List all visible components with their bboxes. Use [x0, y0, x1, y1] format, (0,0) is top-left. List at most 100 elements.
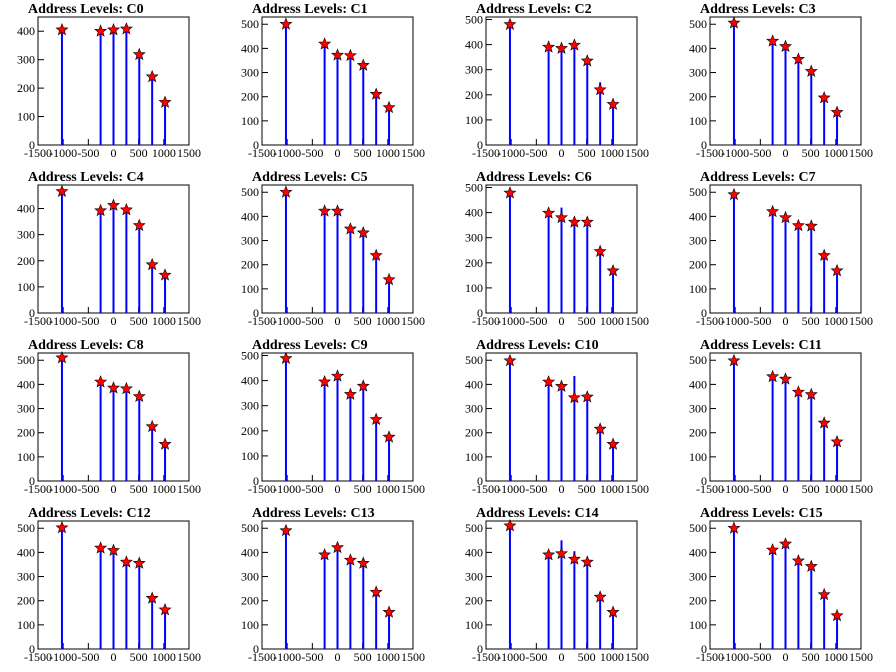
x-tick-label: 1500: [401, 146, 425, 160]
x-tick-label: 1000: [824, 650, 848, 664]
level-star-marker: [356, 58, 370, 71]
histogram-bar: [125, 386, 128, 481]
histogram-bar: [560, 48, 563, 146]
chart-svg: Address Levels: C12 0 100 200 300 400 500 -1500…: [17, 506, 201, 664]
histogram-bar: [112, 385, 115, 481]
histogram-bar: [508, 527, 511, 649]
chart-title: Address Levels: C1: [252, 2, 368, 17]
y-tick-label: 500: [689, 353, 707, 367]
histogram-bar: [508, 24, 511, 145]
chart-svg: Address Levels: C50100200300400500-1500-…: [241, 170, 425, 328]
x-tick-label: 1000: [152, 482, 176, 496]
x-tick-label: -500: [77, 482, 99, 496]
y-tick-label: 400: [241, 545, 259, 559]
chart-panel: Address Levels: C7 0 100 200 300 400 500 -1500-…: [672, 168, 896, 336]
x-tick-label: 0: [111, 650, 117, 664]
histogram-bar: [375, 95, 378, 145]
x-tick-label: 1000: [600, 314, 624, 328]
level-star-marker: [94, 541, 108, 554]
histogram-bar: [612, 612, 615, 649]
level-star-marker: [145, 419, 159, 433]
level-star-marker: [555, 210, 568, 224]
x-tick-label: -500: [749, 650, 771, 664]
y-tick-label: 400: [465, 377, 483, 391]
histogram-bar: [323, 211, 326, 313]
y-tick-label: 300: [241, 66, 259, 80]
x-tick-label: 500: [578, 650, 596, 664]
histogram-bar: [60, 31, 63, 145]
level-star-marker: [343, 222, 357, 235]
chart-svg: Address Levels: C4 0 100 200 300 400 -1500-100…: [17, 170, 201, 328]
chart-title: Address Levels: C4: [28, 170, 144, 185]
x-tick-label: -500: [301, 650, 323, 664]
x-tick-label: -1000: [273, 482, 301, 496]
x-tick-label: 1000: [600, 482, 624, 496]
chart-panel: Address Levels: C3 0 100 200 300 400 500 -1500-…: [672, 0, 896, 168]
x-tick-label: 0: [783, 146, 789, 160]
histogram-bar: [99, 383, 102, 481]
y-tick-label: 200: [689, 426, 707, 440]
histogram-bar: [349, 229, 352, 313]
x-tick-label: 0: [111, 146, 117, 160]
histogram-bar: [573, 375, 576, 481]
level-star-marker: [55, 22, 69, 36]
level-star-marker: [503, 519, 517, 532]
chart-panel: Address Levels: C8 0 100 200 300 400 500 -1500-…: [0, 336, 224, 504]
level-star-marker: [791, 52, 805, 65]
level-star-marker: [727, 353, 741, 367]
y-tick-label: 400: [465, 206, 483, 220]
x-tick-label: -500: [301, 482, 323, 496]
x-tick-label: 500: [354, 146, 372, 160]
chart-panel: Address Levels: C13 0 100 200 300 400 500 -1500…: [224, 504, 448, 672]
y-tick-label: 200: [465, 594, 483, 608]
level-star-marker: [779, 210, 792, 224]
histogram-bar: [810, 70, 813, 145]
level-star-marker: [791, 385, 805, 398]
histogram-bar: [323, 383, 326, 481]
y-tick-label: 200: [689, 594, 707, 608]
chart-panel: Address Levels: C4 0 100 200 300 400 -1500 -100…: [0, 168, 224, 336]
x-tick-label: 0: [783, 650, 789, 664]
chart-svg: Address Levels: C90100200300400500-1500-…: [241, 338, 425, 496]
y-tick-label: 500: [465, 521, 483, 535]
x-tick-label: 1500: [849, 146, 873, 160]
level-star-marker: [779, 537, 792, 550]
histogram-bar: [547, 213, 550, 313]
chart-title: Address Levels: C11: [700, 338, 822, 353]
chart-title: Address Levels: C3: [700, 2, 816, 17]
x-tick-label: -500: [525, 314, 547, 328]
level-star-marker: [158, 437, 172, 450]
level-star-marker: [766, 204, 780, 218]
y-tick-label: 400: [689, 545, 707, 559]
histogram-bar: [138, 52, 141, 145]
histogram-bar: [323, 556, 326, 649]
x-tick-label: -500: [749, 314, 771, 328]
y-tick-label: 200: [241, 90, 259, 104]
y-tick-label: 200: [17, 426, 35, 440]
x-tick-label: -500: [525, 650, 547, 664]
level-star-marker: [356, 556, 370, 569]
level-star-marker: [343, 387, 357, 400]
chart-title: Address Levels: C10: [476, 338, 599, 353]
level-star-marker: [779, 39, 792, 52]
histogram-bar: [60, 192, 63, 313]
y-tick-label: 0: [477, 138, 483, 152]
level-star-marker: [279, 17, 293, 30]
histogram-bar: [823, 94, 826, 145]
level-star-marker: [817, 416, 831, 429]
histogram-bar: [362, 65, 365, 145]
level-star-marker: [606, 605, 620, 618]
y-tick-label: 200: [689, 90, 707, 104]
y-tick-label: 400: [689, 41, 707, 55]
y-tick-label: 300: [241, 570, 259, 584]
histogram-bar: [362, 233, 365, 313]
level-star-marker: [94, 24, 108, 37]
chart-panel: Address Levels: C10 0 100 200 300 400 500 -1500…: [448, 336, 672, 504]
y-tick-label: 400: [17, 202, 35, 216]
level-star-marker: [132, 389, 146, 402]
level-star-marker: [132, 47, 146, 61]
x-tick-label: -1500: [24, 482, 52, 496]
histogram-bar: [388, 612, 391, 649]
x-tick-label: -1000: [721, 650, 749, 664]
level-star-marker: [369, 87, 383, 100]
